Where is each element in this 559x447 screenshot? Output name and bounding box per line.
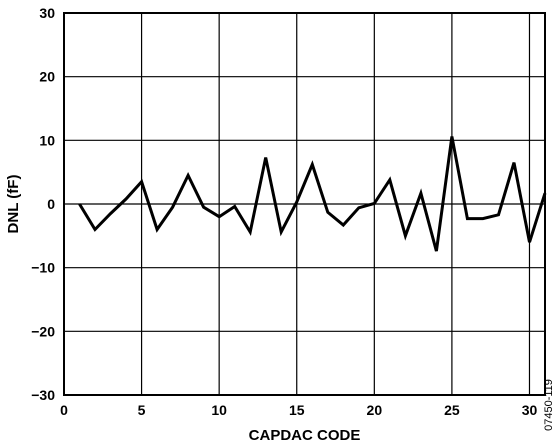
x-tick-label: 25 <box>444 402 460 418</box>
figure-id: 07450-119 <box>543 379 555 431</box>
y-tick-label: 10 <box>39 132 55 148</box>
plot-frame <box>63 12 546 396</box>
x-tick-label: 20 <box>367 402 383 418</box>
series-line <box>78 136 547 252</box>
y-tick-label: 20 <box>39 69 55 85</box>
x-tick-label: 0 <box>60 402 68 418</box>
y-tick-label: −10 <box>31 260 55 276</box>
x-tick-labels: 0 5 10 15 20 25 30 <box>60 402 537 418</box>
grid-horizontal-lines <box>64 76 545 332</box>
data-points <box>80 137 546 252</box>
y-tick-label: −20 <box>31 323 55 339</box>
x-tick-label: 10 <box>211 402 227 418</box>
y-tick-label: 0 <box>47 196 55 212</box>
y-axis-title: DNL (fF) <box>5 175 22 234</box>
x-tick-label: 15 <box>289 402 305 418</box>
x-axis-title: CAPDAC CODE <box>249 427 361 444</box>
y-tick-label: −30 <box>31 387 55 403</box>
y-tick-labels: 30 20 10 0 −10 −20 −30 <box>31 5 55 403</box>
x-tick-label: 5 <box>138 402 146 418</box>
y-tick-label: 30 <box>39 5 55 21</box>
x-tick-label: 30 <box>522 402 538 418</box>
